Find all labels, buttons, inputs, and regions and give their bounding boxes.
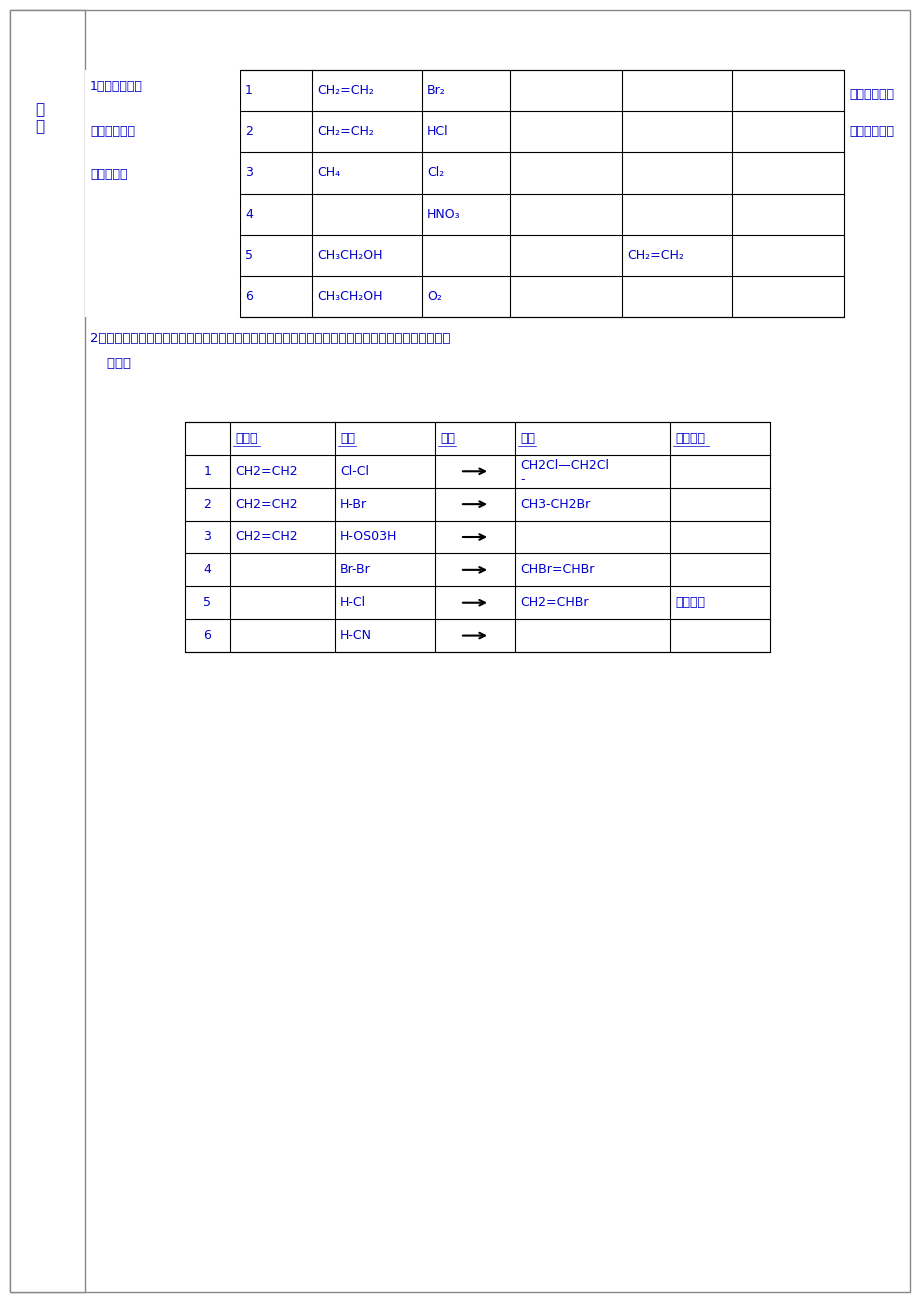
Text: Cl-Cl: Cl-Cl: [340, 465, 369, 478]
Text: HNO₃: HNO₃: [426, 207, 460, 220]
Text: 3: 3: [244, 167, 253, 180]
Text: CH₄: CH₄: [317, 167, 340, 180]
Text: 5: 5: [244, 249, 253, 262]
Text: 反应物: 反应物: [234, 432, 257, 445]
Text: 4: 4: [244, 207, 253, 220]
Text: 反应类型: 反应类型: [675, 432, 704, 445]
Text: H-Br: H-Br: [340, 497, 367, 510]
Text: CH₃CH₂OH: CH₃CH₂OH: [317, 290, 382, 303]
Text: CH₃CH₂OH: CH₃CH₂OH: [317, 249, 382, 262]
Text: CH₂=CH₂: CH₂=CH₂: [317, 125, 373, 138]
Bar: [185, 422, 769, 652]
Bar: [240, 70, 843, 316]
Text: CHBr=CHBr: CHBr=CHBr: [519, 564, 594, 577]
Text: CH3-CH2Br: CH3-CH2Br: [519, 497, 590, 510]
Text: HCl: HCl: [426, 125, 448, 138]
Text: CH₂=CH₂: CH₂=CH₂: [317, 85, 373, 98]
Text: CH2=CH2: CH2=CH2: [234, 530, 298, 543]
Text: 机化学反应方: 机化学反应方: [848, 89, 893, 102]
Text: 1：完成下列有: 1：完成下列有: [90, 79, 142, 92]
Text: CH₂=CH₂: CH₂=CH₂: [627, 249, 683, 262]
Text: Br₂: Br₂: [426, 85, 446, 98]
Text: Cl₂: Cl₂: [426, 167, 444, 180]
Text: CH2=CH2: CH2=CH2: [234, 497, 298, 510]
Text: 应关系: 应关系: [90, 357, 130, 370]
Text: 4: 4: [203, 564, 211, 577]
Text: 2：书写下列未完成的加成反应方程式，体会加成反应的规律，归纳加成反应反应物的结构与试剂的对: 2：书写下列未完成的加成反应方程式，体会加成反应的规律，归纳加成反应反应物的结构…: [90, 332, 450, 345]
Text: 条件: 条件: [439, 432, 455, 445]
Text: CH2=CHBr: CH2=CHBr: [519, 596, 588, 609]
Text: 机化学反应有: 机化学反应有: [848, 125, 893, 138]
Text: 1: 1: [244, 85, 253, 98]
Text: 6: 6: [244, 290, 253, 303]
Text: 哪些类型？: 哪些类型？: [90, 168, 128, 181]
Text: 5: 5: [203, 596, 211, 609]
Bar: [85, 70, 240, 316]
Text: 2: 2: [203, 497, 211, 510]
Text: 试剂: 试剂: [340, 432, 355, 445]
Text: 产物: 产物: [519, 432, 535, 445]
Text: 6: 6: [203, 629, 211, 642]
Text: H-Cl: H-Cl: [340, 596, 366, 609]
Text: 3: 3: [203, 530, 211, 543]
Text: 程式，思考有: 程式，思考有: [90, 125, 135, 138]
Text: H-OS03H: H-OS03H: [340, 530, 397, 543]
Text: CH2Cl—CH2Cl: CH2Cl—CH2Cl: [519, 458, 608, 471]
Text: Br-Br: Br-Br: [340, 564, 370, 577]
Text: O₂: O₂: [426, 290, 441, 303]
Text: 加成反应: 加成反应: [675, 596, 704, 609]
Text: -: -: [519, 473, 524, 486]
Text: 1: 1: [203, 465, 211, 478]
Text: 学
习: 学 习: [36, 102, 44, 134]
Text: 2: 2: [244, 125, 253, 138]
Text: H-CN: H-CN: [340, 629, 371, 642]
Text: CH2=CH2: CH2=CH2: [234, 465, 298, 478]
Bar: [10, 10, 85, 1292]
